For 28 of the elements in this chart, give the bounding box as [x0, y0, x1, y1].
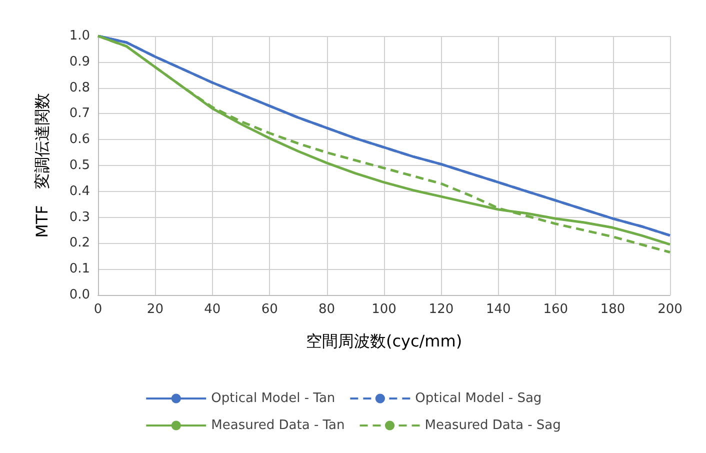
x-tick-label: 40 [204, 302, 221, 317]
y-tick-label: 0.0 [69, 288, 90, 302]
x-tick-label: 200 [658, 302, 682, 317]
y-tick-label: 0.2 [69, 236, 90, 251]
y-axis-title: MTF 変調伝達関数 [32, 93, 52, 238]
legend-label: Measured Data - Tan [211, 418, 345, 433]
y-tick-label: 0.1 [69, 262, 90, 277]
legend-label: Measured Data - Sag [424, 418, 561, 433]
y-tick-label: 0.5 [69, 158, 90, 173]
x-tick-label: 120 [428, 302, 454, 317]
x-tick-label: 60 [261, 302, 278, 317]
y-tick-label: 0.9 [69, 54, 90, 70]
legend-label: Optical Model - Tan [211, 391, 336, 406]
y-tick-label: 0.4 [69, 184, 90, 199]
x-tick-label: 140 [486, 302, 511, 317]
y-tick-label: 0.6 [69, 132, 90, 148]
y-tick-label: 1.0 [69, 28, 90, 44]
y-tick-label: 0.8 [69, 80, 90, 96]
x-tick-label: 0 [94, 302, 102, 317]
y-tick-label: 0.3 [69, 210, 90, 225]
x-axis-title: 空間周波数(cyc/mm) [306, 332, 462, 350]
x-tick-label: 160 [543, 302, 568, 317]
x-tick-label: 180 [600, 302, 626, 317]
y-tick-label: 0.7 [69, 106, 90, 122]
x-tick-label: 80 [318, 302, 336, 317]
x-tick-label: 100 [372, 302, 396, 317]
x-tick-label: 20 [146, 302, 164, 317]
legend-label: Optical Model - Sag [415, 391, 542, 406]
